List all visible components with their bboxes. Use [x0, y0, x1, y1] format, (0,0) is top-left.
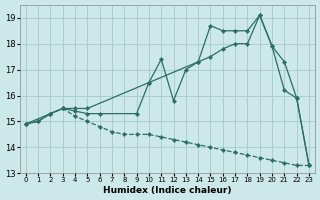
- X-axis label: Humidex (Indice chaleur): Humidex (Indice chaleur): [103, 186, 232, 195]
